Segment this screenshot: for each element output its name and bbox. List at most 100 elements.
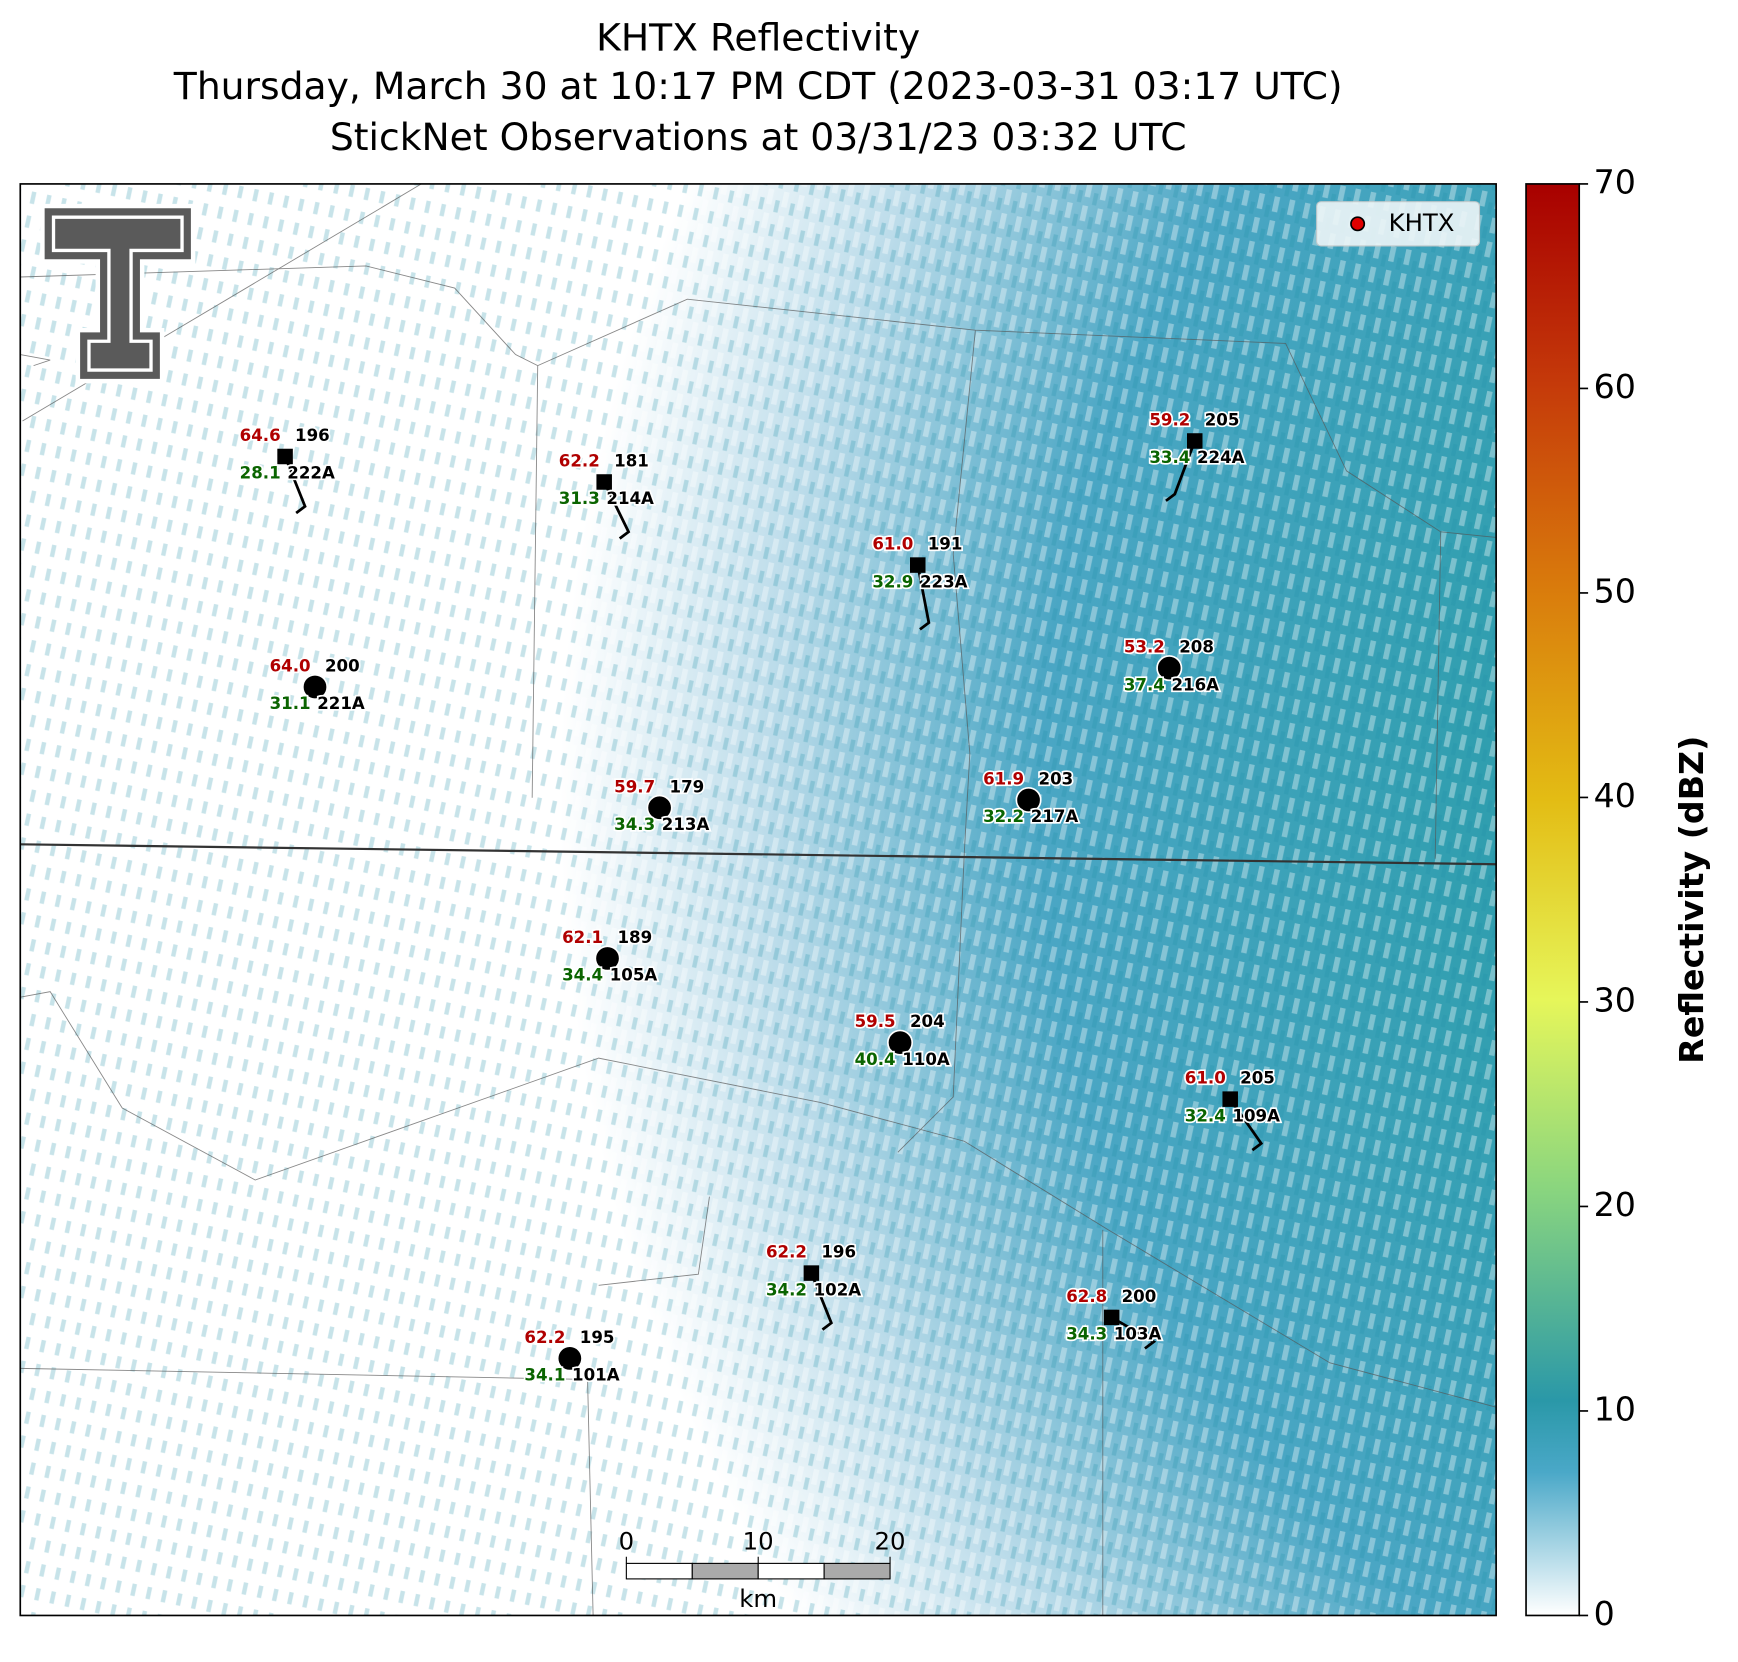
station-marker	[277, 448, 293, 465]
scale-tick-label: 0	[619, 1526, 635, 1555]
station-red-value: 64.0	[270, 657, 311, 676]
station-green-value: 40.4	[855, 1050, 896, 1069]
station-marker	[909, 557, 926, 573]
station-id: 213A	[662, 815, 710, 834]
logo	[40, 203, 196, 384]
colorbar-tick-label: 0	[1594, 1594, 1615, 1633]
station-black-value: 205	[1240, 1069, 1275, 1088]
station-id: 101A	[572, 1366, 620, 1385]
station-red-value: 59.2	[1149, 411, 1190, 430]
station-red-value: 61.0	[872, 535, 913, 554]
station-id: 214A	[606, 489, 654, 508]
station-green-value: 34.4	[562, 966, 603, 985]
station-black-value: 189	[617, 928, 652, 947]
station-red-value: 62.2	[524, 1328, 565, 1347]
subtitle: Thursday, March 30 at 10:17 PM CDT (2023…	[173, 64, 1343, 108]
station-marker	[556, 1345, 583, 1372]
station-black-value: 205	[1205, 411, 1240, 430]
station-green-value: 34.2	[766, 1280, 807, 1299]
station-red-value: 64.6	[240, 426, 281, 445]
wind-barb	[916, 564, 931, 631]
station-marker	[887, 1029, 914, 1056]
map-area: 64.6 196 28.1 222A 62.2 181 31.3 214A 59.2 205 33.…	[20, 183, 1497, 1616]
scale-tick-label: 20	[875, 1526, 906, 1555]
scale-segment	[757, 1562, 825, 1580]
station-green-value: 28.1	[240, 464, 281, 483]
station-id: 102A	[814, 1280, 862, 1299]
station-marker	[1186, 433, 1203, 449]
station-marker	[1222, 1091, 1238, 1107]
radar-texture	[20, 183, 1497, 1616]
colorbar-tick-label: 40	[1594, 776, 1636, 815]
colorbar-tick-label: 10	[1594, 1389, 1636, 1428]
scale-tick-label: 10	[743, 1526, 774, 1555]
station-green-value: 34.3	[1066, 1325, 1107, 1344]
station-green-value: 33.4	[1149, 448, 1190, 467]
station-id: 217A	[1031, 807, 1079, 826]
subtitle: StickNet Observations at 03/31/23 03:32 …	[330, 115, 1187, 159]
wind-barb	[283, 455, 307, 515]
colorbar-tick-label: 60	[1594, 367, 1636, 406]
station-marker	[594, 945, 621, 972]
station-black-value: 191	[928, 535, 963, 554]
station-black-value: 200	[325, 657, 360, 676]
station-marker	[646, 794, 673, 821]
station-id: 109A	[1232, 1106, 1280, 1125]
colorbar: Reflectivity (dBZ) 0 10 20 30 40 50 60 70	[1525, 162, 1711, 1633]
legend: KHTX	[1316, 201, 1481, 247]
station-id: 222A	[287, 464, 335, 483]
colorbar-tick-label: 50	[1594, 571, 1636, 610]
colorbar-tick-label: 20	[1594, 1185, 1636, 1224]
colorbar-ramp	[1525, 183, 1581, 1617]
station-red-value: 61.0	[1185, 1069, 1226, 1088]
station-red-value: 62.1	[562, 928, 603, 947]
colorbar-label: Reflectivity (dBZ)	[1672, 736, 1711, 1064]
station-green-value: 32.9	[872, 572, 913, 591]
legend-marker	[1350, 216, 1366, 232]
title-block: KHTX Reflectivity Thursday, March 30 at …	[173, 15, 1343, 159]
station-black-value: 200	[1122, 1287, 1157, 1306]
colorbar-tick-label: 70	[1594, 162, 1636, 201]
station-marker	[803, 1265, 820, 1281]
scale-unit: km	[739, 1584, 777, 1613]
wind-barb	[1165, 440, 1197, 502]
station-black-value: 204	[910, 1012, 945, 1031]
scale-bar: km 0 10 20	[619, 1526, 906, 1613]
station-id: 110A	[902, 1050, 950, 1069]
county-lines	[20, 183, 1497, 1616]
station-green-value: 31.3	[559, 489, 600, 508]
stations: 64.6 196 28.1 222A 62.2 181 31.3 214A 59.2 205 33.…	[238, 409, 1282, 1386]
station-marker	[1015, 786, 1042, 813]
wind-barb	[602, 481, 631, 540]
station-red-value: 61.9	[983, 770, 1024, 789]
station-green-value: 34.1	[524, 1366, 565, 1385]
title: KHTX Reflectivity	[596, 15, 920, 59]
station-marker	[596, 474, 612, 490]
station-black-value: 179	[670, 777, 705, 796]
station-id: 103A	[1114, 1325, 1162, 1344]
scale-segment	[823, 1562, 891, 1580]
station-black-value: 181	[614, 452, 649, 471]
wind-barb	[1229, 1098, 1264, 1152]
colorbar-tick-label: 30	[1594, 980, 1636, 1019]
station-marker	[1103, 1309, 1120, 1326]
station-red-value: 59.5	[855, 1012, 896, 1031]
station-id: 223A	[920, 572, 968, 591]
station-id: 221A	[317, 694, 365, 713]
station-id: 224A	[1197, 448, 1245, 467]
station-red-value: 62.8	[1066, 1287, 1107, 1306]
station-red-value: 59.7	[614, 777, 655, 796]
station-black-value: 195	[580, 1328, 615, 1347]
station-black-value: 196	[821, 1243, 856, 1262]
state-line	[20, 843, 1497, 866]
station-id: 216A	[1171, 675, 1219, 694]
station-marker	[301, 673, 329, 700]
station-green-value: 32.4	[1185, 1106, 1226, 1125]
map-frame	[19, 183, 1497, 1617]
station-red-value: 62.2	[766, 1243, 807, 1262]
station-green-value: 31.1	[270, 694, 311, 713]
wind-barb	[810, 1272, 834, 1331]
station-green-value: 32.2	[983, 807, 1024, 826]
legend-label: KHTX	[1389, 208, 1455, 237]
